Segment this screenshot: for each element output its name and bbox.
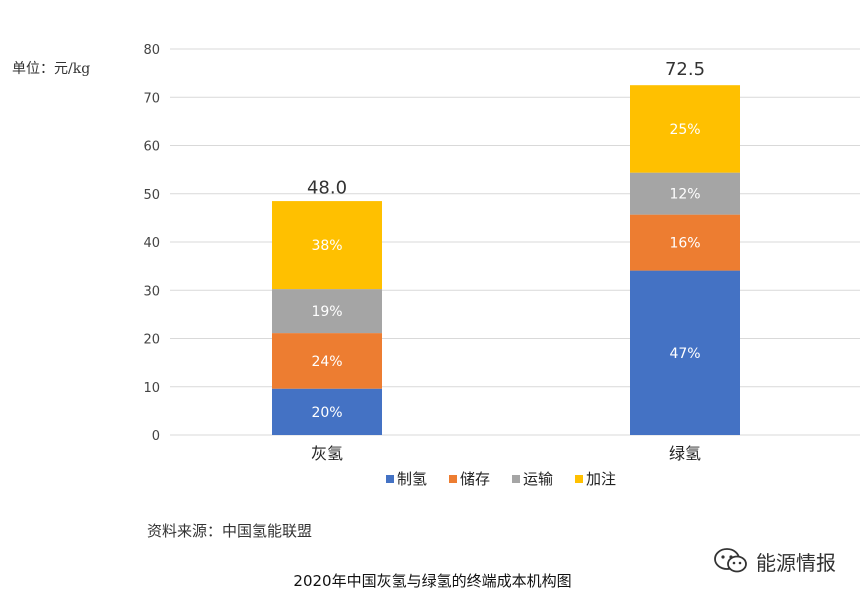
bar-segment [630,270,740,435]
bar-segment [630,214,740,271]
bar-segment [272,289,382,334]
stacked-bar-chart: 0 10 20 30 40 50 60 70 80 20% 24% 19% 38% 48.0 灰氢 47% 16… [143,43,860,488]
source-note: 资料来源：中国氢能联盟 [147,522,313,540]
unit-label: 单位：元/kg [12,61,91,77]
data-label: 16% [669,236,700,252]
legend-swatch [449,475,457,483]
bar-segment [630,172,740,215]
total-label: 48.0 [307,177,347,198]
bar-segment [630,85,740,173]
bar-segment [272,201,382,290]
wechat-icon [714,548,747,573]
bar-segment [272,333,382,389]
x-category-label: 绿氢 [669,444,701,463]
total-label: 72.5 [665,59,705,80]
legend-swatch [512,475,520,483]
legend-swatch [386,475,394,483]
y-tick-label: 10 [143,381,160,396]
bar-segment [272,388,382,435]
data-label: 24% [311,354,342,370]
data-label: 38% [311,238,342,254]
y-tick-label: 30 [143,284,160,299]
y-tick-label: 80 [143,43,160,58]
x-category-label: 灰氢 [311,444,343,463]
data-label: 19% [311,304,342,320]
y-tick-label: 20 [143,333,160,348]
watermark-text: 能源情报 [756,550,836,575]
y-tick-label: 0 [152,429,160,444]
legend-label: 储存 [460,470,490,488]
legend-label: 制氢 [397,470,427,488]
legend-label: 运输 [523,470,553,488]
y-tick-label: 40 [143,236,160,251]
legend-label: 加注 [586,470,616,488]
legend-swatch [575,475,583,483]
data-label: 20% [311,405,342,421]
figure-caption: 2020年中国灰氢与绿氢的终端成本机构图 [293,572,572,590]
data-label: 25% [669,122,700,138]
y-tick-label: 50 [143,188,160,203]
y-tick-label: 70 [143,91,160,106]
y-tick-label: 60 [143,140,160,155]
watermark: 能源情报 [712,546,836,576]
data-label: 47% [669,346,700,362]
data-label: 12% [669,187,700,203]
